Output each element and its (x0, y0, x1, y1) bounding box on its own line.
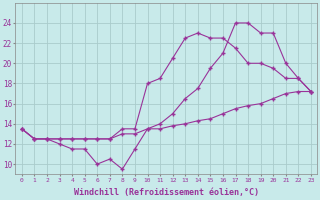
X-axis label: Windchill (Refroidissement éolien,°C): Windchill (Refroidissement éolien,°C) (74, 188, 259, 197)
